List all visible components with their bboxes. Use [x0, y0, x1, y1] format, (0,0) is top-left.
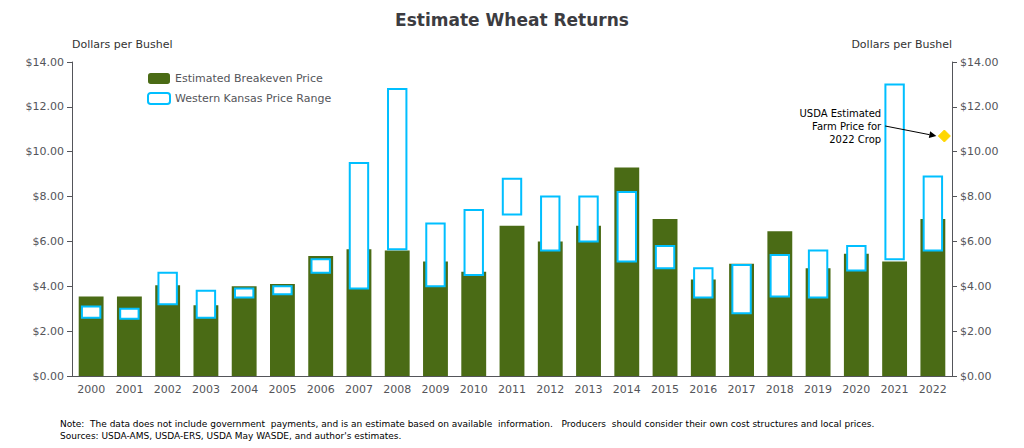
svg-text:$6.00: $6.00	[960, 235, 992, 248]
svg-text:Dollars per Bushel: Dollars per Bushel	[72, 38, 173, 51]
svg-text:2022 Crop: 2022 Crop	[829, 134, 881, 145]
svg-text:$2.00: $2.00	[960, 325, 992, 338]
svg-text:2004: 2004	[230, 383, 258, 396]
svg-text:2002: 2002	[154, 383, 182, 396]
svg-text:$0.00: $0.00	[33, 370, 65, 383]
svg-text:2001: 2001	[115, 383, 143, 396]
svg-text:Dollars per Bushel: Dollars per Bushel	[851, 38, 952, 51]
svg-text:2019: 2019	[804, 383, 832, 396]
svg-text:2012: 2012	[536, 383, 564, 396]
svg-text:2022: 2022	[919, 383, 947, 396]
svg-text:2005: 2005	[268, 383, 296, 396]
svg-text:$8.00: $8.00	[33, 190, 65, 203]
svg-text:2021: 2021	[881, 383, 909, 396]
svg-text:2011: 2011	[498, 383, 526, 396]
svg-text:2015: 2015	[651, 383, 679, 396]
svg-text:$6.00: $6.00	[33, 235, 65, 248]
svg-text:2016: 2016	[689, 383, 717, 396]
svg-text:$4.00: $4.00	[960, 280, 992, 293]
svg-text:Estimated Breakeven Price: Estimated Breakeven Price	[175, 72, 323, 85]
svg-text:USDA Estimated: USDA Estimated	[799, 108, 881, 119]
svg-text:2006: 2006	[307, 383, 335, 396]
svg-text:$2.00: $2.00	[33, 325, 65, 338]
svg-text:$14.00: $14.00	[960, 56, 999, 69]
svg-text:$4.00: $4.00	[33, 280, 65, 293]
svg-text:2020: 2020	[842, 383, 870, 396]
svg-text:$10.00: $10.00	[26, 145, 65, 158]
svg-text:2017: 2017	[728, 383, 756, 396]
svg-text:2014: 2014	[613, 383, 641, 396]
svg-text:$8.00: $8.00	[960, 190, 992, 203]
svg-text:$12.00: $12.00	[26, 100, 65, 113]
svg-text:2018: 2018	[766, 383, 794, 396]
svg-text:2009: 2009	[421, 383, 449, 396]
svg-text:$14.00: $14.00	[26, 56, 65, 69]
svg-text:2008: 2008	[383, 383, 411, 396]
svg-text:Farm Price for: Farm Price for	[812, 121, 882, 132]
svg-text:Note: The data does not inclu: Note: The data does not include governme…	[60, 419, 874, 429]
svg-text:Western Kansas Price Range: Western Kansas Price Range	[175, 92, 331, 105]
svg-text:2003: 2003	[192, 383, 220, 396]
svg-text:$12.00: $12.00	[960, 100, 999, 113]
svg-text:$10.00: $10.00	[960, 145, 999, 158]
svg-text:Sources: USDA-AMS, USDA-ERS, U: Sources: USDA-AMS, USDA-ERS, USDA May WA…	[60, 431, 401, 441]
svg-text:2010: 2010	[460, 383, 488, 396]
svg-text:2007: 2007	[345, 383, 373, 396]
svg-text:$0.00: $0.00	[960, 370, 992, 383]
svg-text:Estimate Wheat Returns: Estimate Wheat Returns	[395, 10, 629, 30]
svg-text:2013: 2013	[575, 383, 603, 396]
svg-text:2000: 2000	[77, 383, 105, 396]
